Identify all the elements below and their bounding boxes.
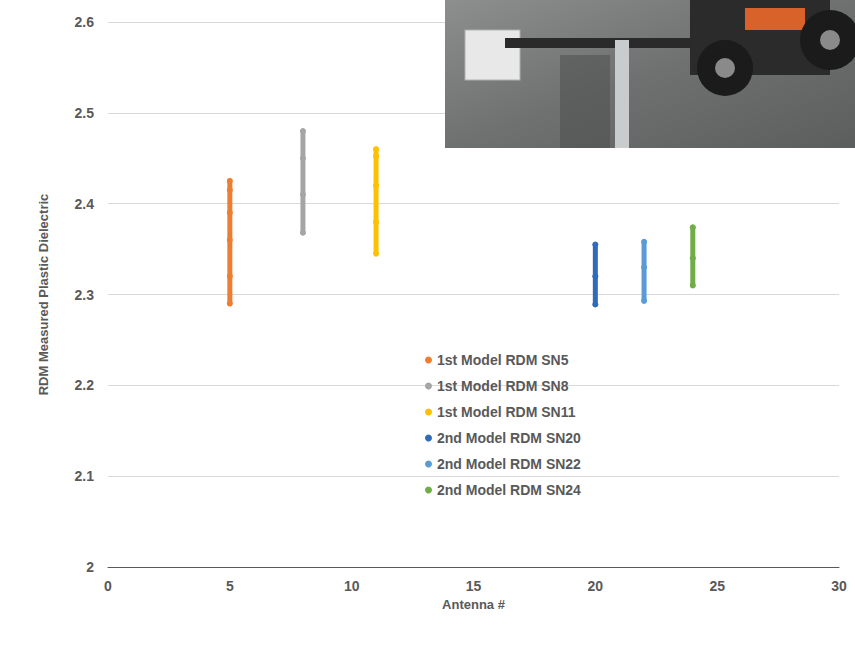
svg-text:RDM Measured Plastic Dielectri: RDM Measured Plastic Dielectric [36,194,51,396]
svg-text:0: 0 [104,578,112,594]
svg-text:20: 20 [588,578,604,594]
svg-text:1st Model RDM SN8: 1st Model RDM SN8 [437,378,569,394]
svg-text:2nd Model RDM SN22: 2nd Model RDM SN22 [437,456,581,472]
svg-text:10: 10 [344,578,360,594]
svg-text:25: 25 [709,578,725,594]
svg-text:2nd Model RDM SN20: 2nd Model RDM SN20 [437,430,581,446]
svg-text:Antenna #: Antenna # [442,597,506,612]
svg-text:30: 30 [831,578,847,594]
svg-text:2.2: 2.2 [75,377,95,393]
svg-text:2.1: 2.1 [75,468,95,484]
svg-text:2: 2 [86,559,94,575]
svg-text:1st Model RDM SN11: 1st Model RDM SN11 [437,404,576,420]
svg-text:15: 15 [466,578,482,594]
svg-text:2nd Model RDM SN24: 2nd Model RDM SN24 [437,482,581,498]
svg-text:2.3: 2.3 [75,287,95,303]
svg-text:2.5: 2.5 [75,105,95,121]
svg-text:5: 5 [226,578,234,594]
svg-text:2.6: 2.6 [75,14,95,30]
svg-text:2.4: 2.4 [75,196,95,212]
svg-text:1st Model RDM SN5: 1st Model RDM SN5 [437,352,569,368]
